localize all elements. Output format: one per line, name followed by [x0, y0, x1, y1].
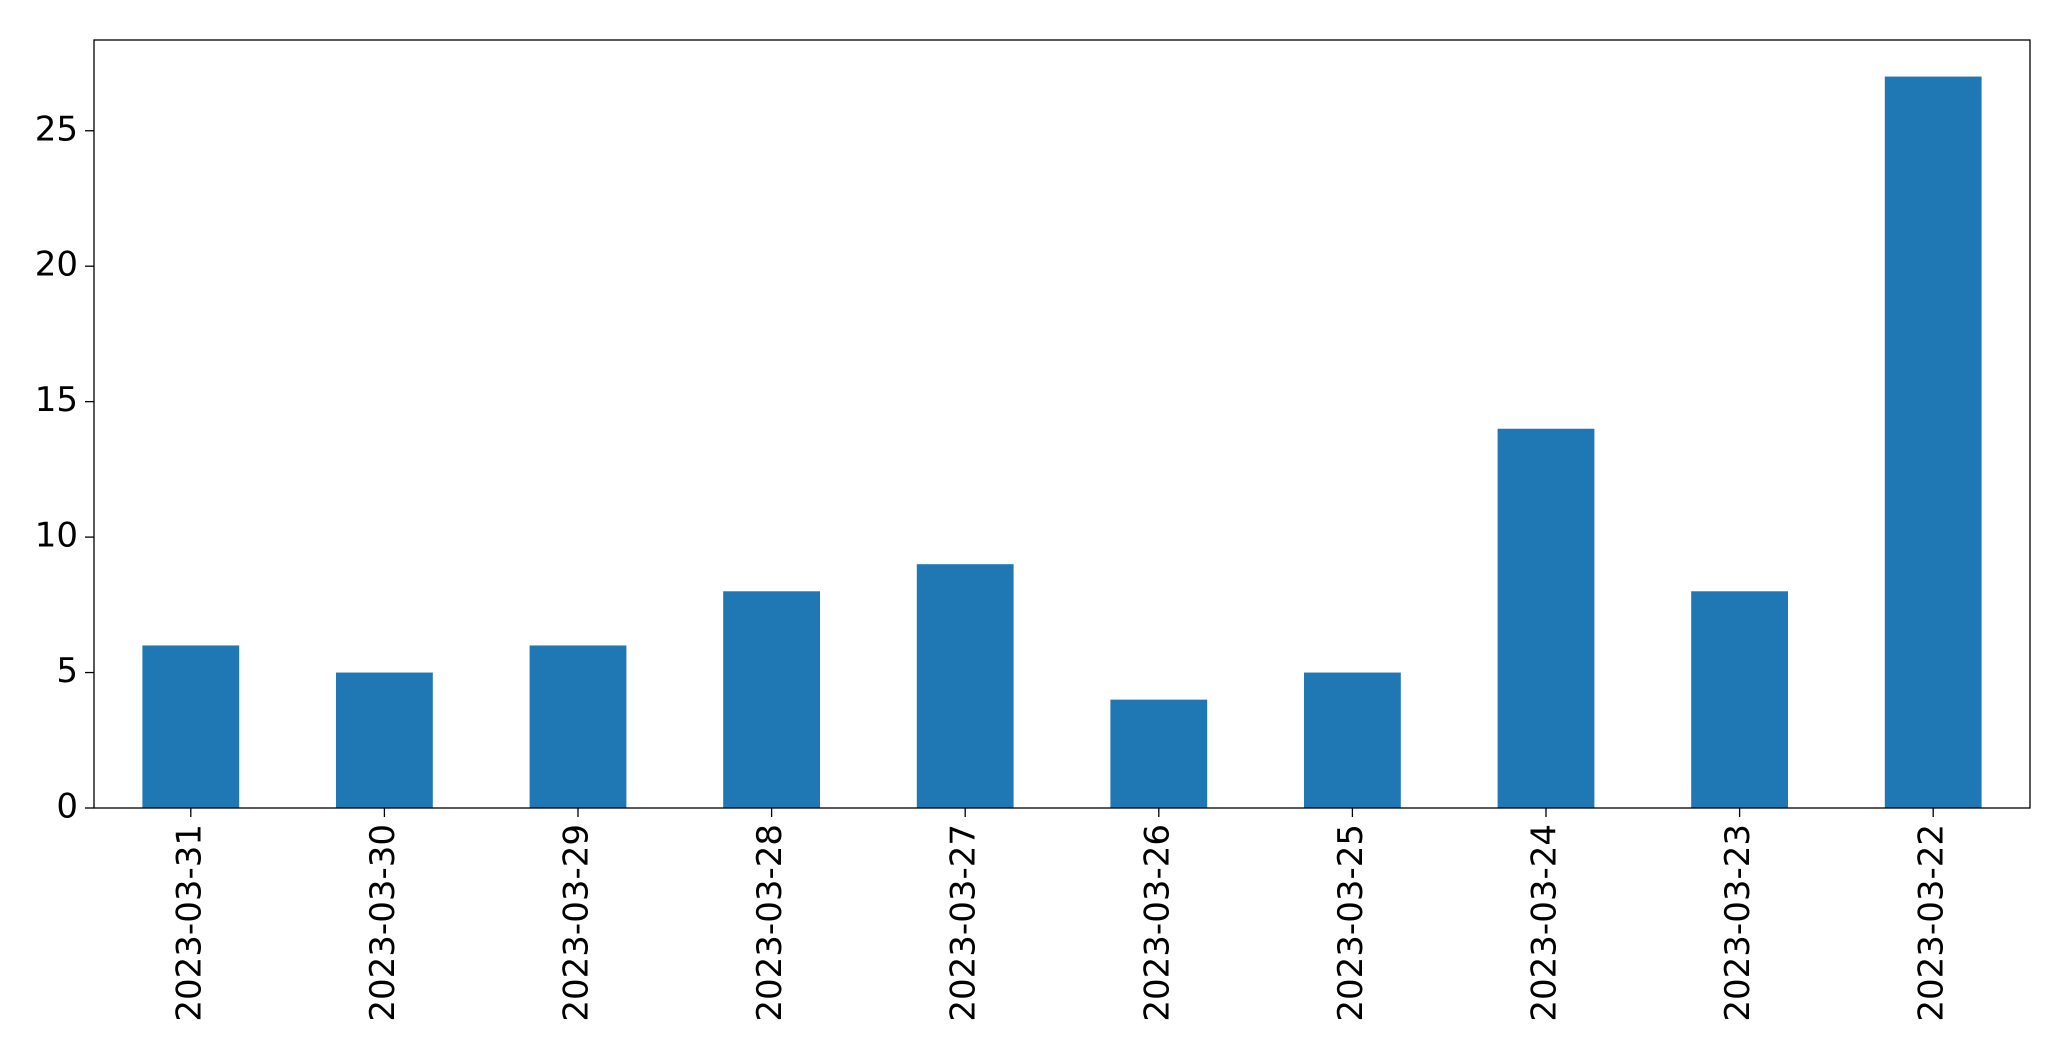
bar: [723, 591, 820, 808]
bar: [336, 672, 433, 808]
bar: [1884, 76, 1982, 809]
bar: [1497, 428, 1595, 808]
x-tick-label: 2023-03-23: [1718, 824, 1758, 1022]
x-tick-label: 2023-03-30: [363, 824, 403, 1022]
x-tick-label: 2023-03-28: [750, 824, 790, 1022]
plot-frame: [93, 39, 2031, 809]
x-tick-label: 2023-03-29: [557, 824, 597, 1022]
bar: [142, 645, 240, 808]
y-tick-label: 10: [35, 516, 78, 556]
x-tick-label: 2023-03-22: [1912, 824, 1952, 1022]
bar: [1110, 699, 1208, 808]
bar: [529, 645, 627, 808]
bar: [1304, 672, 1401, 808]
y-tick-label: 25: [35, 109, 78, 149]
x-tick-label: 2023-03-24: [1525, 824, 1565, 1022]
x-tick-label: 2023-03-31: [169, 824, 209, 1022]
bar: [1691, 591, 1788, 808]
y-tick-label: 15: [35, 380, 78, 420]
y-tick-label: 5: [56, 651, 78, 691]
x-tick-label: 2023-03-26: [1137, 824, 1177, 1022]
y-tick-label: 20: [35, 245, 78, 285]
bar: [916, 564, 1014, 808]
x-tick-label: 2023-03-25: [1331, 824, 1371, 1022]
y-tick-label: 0: [56, 787, 78, 827]
x-tick-label: 2023-03-27: [944, 824, 984, 1022]
